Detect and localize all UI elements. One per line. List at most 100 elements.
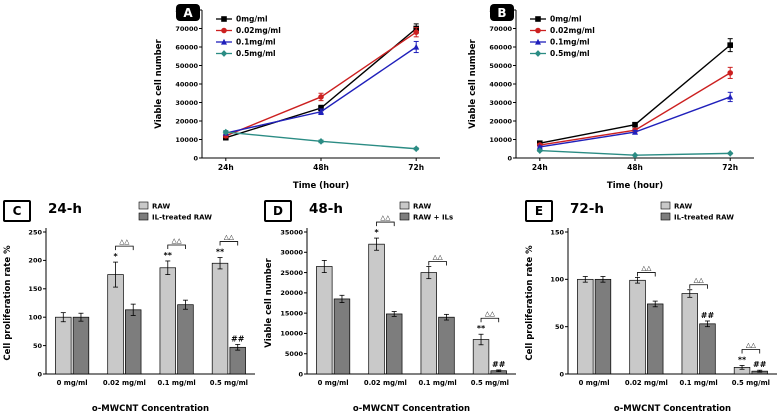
svg-text:20000: 20000 <box>280 289 303 297</box>
svg-text:Viable cell number: Viable cell number <box>154 39 164 129</box>
panel-e-title: 72-h <box>570 201 605 217</box>
svg-text:0: 0 <box>37 370 42 378</box>
svg-text:IL-treated RAW: IL-treated RAW <box>674 214 734 222</box>
svg-text:△△: △△ <box>172 236 182 244</box>
svg-text:*: * <box>374 228 379 237</box>
svg-text:△△: △△ <box>641 264 651 272</box>
top-row: A 01000020000300004000050000600007000080… <box>150 0 764 196</box>
svg-text:△△: △△ <box>485 310 495 318</box>
svg-text:△△: △△ <box>224 233 234 241</box>
svg-text:25000: 25000 <box>280 269 303 277</box>
panel-c-title: 24-h <box>48 201 83 217</box>
svg-text:**: ** <box>477 324 486 333</box>
svg-text:50: 50 <box>33 342 43 350</box>
svg-text:Time (hour): Time (hour) <box>607 181 663 191</box>
svg-text:10000: 10000 <box>280 330 303 338</box>
svg-text:0.1 mg/ml: 0.1 mg/ml <box>680 379 718 387</box>
svg-text:50000: 50000 <box>489 62 512 70</box>
svg-text:24h: 24h <box>532 163 548 172</box>
svg-text:20000: 20000 <box>175 117 198 125</box>
svg-text:30000: 30000 <box>175 99 198 107</box>
panel-d: D 48-h 0 5000 10000 15000 20000 25000 30000 350… <box>261 198 522 420</box>
svg-text:150: 150 <box>28 285 42 293</box>
svg-text:100: 100 <box>28 314 42 322</box>
svg-text:##: ## <box>753 360 767 369</box>
svg-text:70000: 70000 <box>489 25 512 33</box>
svg-text:0.02mg/ml: 0.02mg/ml <box>550 26 595 35</box>
svg-text:30000: 30000 <box>489 99 512 107</box>
panel-b-label-badge: B <box>490 4 514 21</box>
svg-text:RAW: RAW <box>413 203 431 211</box>
panel-b: B 01000020000300004000050000600007000080… <box>464 0 764 196</box>
svg-text:0.5 mg/ml: 0.5 mg/ml <box>471 379 509 387</box>
svg-text:15000: 15000 <box>280 309 303 317</box>
svg-text:Cell proliferation rate %: Cell proliferation rate % <box>3 245 13 361</box>
svg-text:40000: 40000 <box>489 80 512 88</box>
svg-text:200: 200 <box>28 257 42 265</box>
svg-text:20000: 20000 <box>489 117 512 125</box>
panel-a-line-chart: 0100002000030000400005000060000700008000… <box>154 6 440 191</box>
svg-text:0.5mg/ml: 0.5mg/ml <box>236 49 276 58</box>
svg-text:Time (hour): Time (hour) <box>293 181 349 191</box>
svg-text:RAW + ILs: RAW + ILs <box>413 214 453 222</box>
svg-text:0.5 mg/ml: 0.5 mg/ml <box>732 379 770 387</box>
panel-e: E 72-h 0 50 100 150 0 mg/ml 0.02 mg/ml △△ 0.1 m… <box>522 198 783 420</box>
svg-text:10000: 10000 <box>489 136 512 144</box>
bottom-row: C 24-h 0 50 100 150 200 250 0 mg/ml 0.02 mg/ml *… <box>0 198 784 420</box>
panel-d-title: 48-h <box>309 201 344 217</box>
svg-text:40000: 40000 <box>175 80 198 88</box>
panel-d-label-badge: D <box>264 200 292 222</box>
svg-text:o-MWCNT Concentration: o-MWCNT Concentration <box>353 404 470 414</box>
svg-text:0.5mg/ml: 0.5mg/ml <box>550 49 590 58</box>
svg-text:0mg/ml: 0mg/ml <box>550 15 582 24</box>
panel-a: A 01000020000300004000050000600007000080… <box>150 0 450 196</box>
panel-c-label-badge: C <box>3 200 31 222</box>
svg-text:Cell proliferation rate %: Cell proliferation rate % <box>525 245 535 361</box>
svg-text:100: 100 <box>550 276 564 284</box>
panel-b-line-chart: 0100002000030000400005000060000700008000… <box>468 6 754 191</box>
svg-text:△△: △△ <box>746 341 756 349</box>
panel-e-label-badge: E <box>525 200 553 222</box>
svg-text:IL-treated RAW: IL-treated RAW <box>152 214 212 222</box>
svg-text:**: ** <box>738 355 747 364</box>
svg-text:**: ** <box>216 248 225 257</box>
svg-text:10000: 10000 <box>175 136 198 144</box>
svg-text:35000: 35000 <box>280 228 303 236</box>
svg-text:RAW: RAW <box>674 203 692 211</box>
svg-text:50000: 50000 <box>175 62 198 70</box>
svg-text:*: * <box>113 252 118 261</box>
svg-text:Viable cell number: Viable cell number <box>468 39 478 129</box>
svg-text:30000: 30000 <box>280 249 303 257</box>
svg-text:0.02 mg/ml: 0.02 mg/ml <box>364 379 407 387</box>
svg-text:RAW: RAW <box>152 203 170 211</box>
panel-a-label-badge: A <box>176 4 200 21</box>
svg-text:150: 150 <box>550 228 564 236</box>
svg-text:60000: 60000 <box>175 43 198 51</box>
svg-text:##: ## <box>701 311 715 320</box>
svg-text:o-MWCNT Concentration: o-MWCNT Concentration <box>92 404 209 414</box>
svg-text:48h: 48h <box>313 163 329 172</box>
svg-text:70000: 70000 <box>175 25 198 33</box>
svg-text:**: ** <box>164 251 173 260</box>
svg-text:0: 0 <box>507 154 512 162</box>
svg-text:△△: △△ <box>119 238 129 246</box>
svg-text:48h: 48h <box>627 163 643 172</box>
svg-text:0.02mg/ml: 0.02mg/ml <box>236 26 281 35</box>
svg-text:50: 50 <box>555 323 565 331</box>
svg-text:##: ## <box>231 334 245 343</box>
svg-text:0.02 mg/ml: 0.02 mg/ml <box>625 379 668 387</box>
svg-text:24h: 24h <box>218 163 234 172</box>
svg-text:72h: 72h <box>722 163 738 172</box>
panel-e-bar-chart: 0 50 100 150 0 mg/ml 0.02 mg/ml △△ 0.1 mg/ml ## △… <box>525 201 777 414</box>
svg-text:72h: 72h <box>408 163 424 172</box>
svg-text:0 mg/ml: 0 mg/ml <box>57 379 88 387</box>
svg-text:0 mg/ml: 0 mg/ml <box>318 379 349 387</box>
svg-text:△△: △△ <box>694 276 704 284</box>
svg-text:0.1mg/ml: 0.1mg/ml <box>550 38 590 47</box>
svg-text:0.1mg/ml: 0.1mg/ml <box>236 38 276 47</box>
svg-text:0: 0 <box>298 370 303 378</box>
svg-text:0mg/ml: 0mg/ml <box>236 15 268 24</box>
svg-text:0.5 mg/ml: 0.5 mg/ml <box>210 379 248 387</box>
svg-text:##: ## <box>492 360 506 369</box>
